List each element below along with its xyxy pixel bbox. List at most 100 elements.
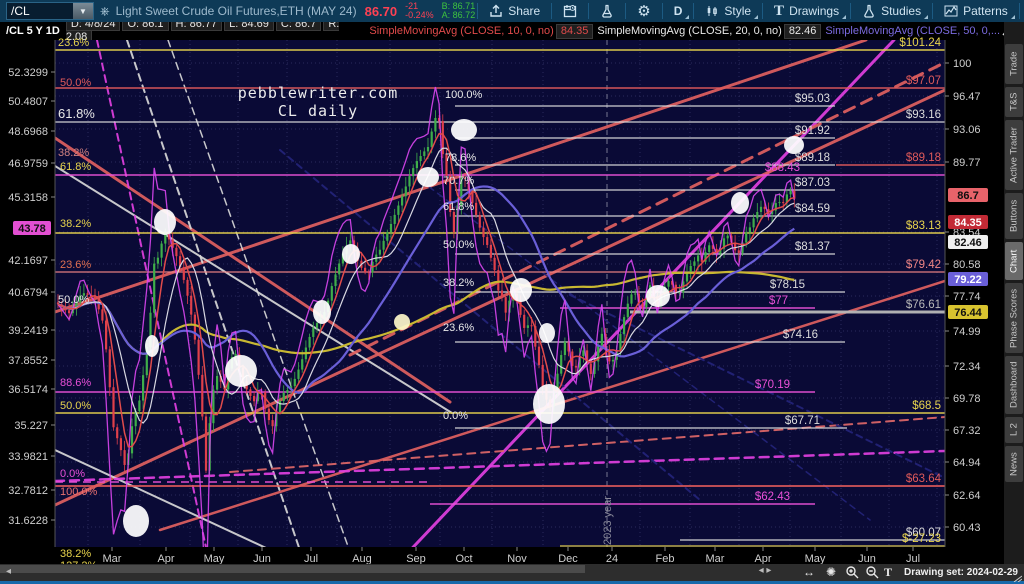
fib-label: 0.0% bbox=[60, 468, 85, 480]
price-level-label: $79.42 bbox=[906, 259, 941, 271]
timeframe-button[interactable]: D bbox=[665, 0, 692, 22]
fib-label: 61.8% bbox=[58, 106, 95, 121]
patterns-button[interactable]: Patterns bbox=[935, 0, 1017, 22]
text-tool-icon[interactable]: T bbox=[883, 565, 892, 579]
price-level-label: $68.5 bbox=[912, 400, 941, 412]
highlight-ellipse bbox=[313, 300, 331, 324]
link-chain-icon[interactable]: ⎈ bbox=[100, 3, 110, 18]
tab-t-s[interactable]: T&S bbox=[1005, 87, 1023, 117]
left-axis-tick: 33.9821 bbox=[8, 451, 48, 463]
fib-label: 38.2% bbox=[58, 147, 89, 159]
resize-grip-icon[interactable] bbox=[1012, 574, 1022, 582]
price-level-label: $76.61 bbox=[906, 299, 941, 311]
trendline bbox=[126, 40, 300, 547]
zoom-out-icon[interactable] bbox=[864, 565, 880, 579]
left-axis-tick: 52.3299 bbox=[8, 67, 48, 79]
study-value: 82.46 bbox=[783, 23, 822, 39]
chart-header-row: /CL 5 Y 1D D: 4/8/24 O: 86.1 H: 86.77 L: 84… bbox=[0, 22, 1024, 40]
fib-label: 61.8% bbox=[443, 201, 474, 213]
fib-label: 50.0% bbox=[58, 294, 89, 306]
drawing-set-label[interactable]: Drawing set: 2024-02-29 bbox=[904, 567, 1018, 578]
tab-trade[interactable]: Trade bbox=[1005, 44, 1023, 84]
symbol-dropdown-icon[interactable]: ▼ bbox=[73, 3, 93, 19]
fib-label: 38.2% bbox=[60, 548, 91, 560]
drawings-button[interactable]: T Drawings bbox=[765, 0, 848, 22]
left-axis-tick: 50.4807 bbox=[8, 96, 48, 108]
month-label: 24 bbox=[606, 553, 618, 565]
fib-label: 23.6% bbox=[58, 37, 89, 49]
price-level-label: $101.24 bbox=[899, 37, 941, 49]
window-bottom-border bbox=[0, 581, 1024, 584]
fit-width-icon[interactable]: ↔ bbox=[803, 565, 815, 579]
tab-buttons[interactable]: Buttons bbox=[1005, 193, 1023, 239]
studies-button[interactable]: Studies bbox=[853, 0, 930, 22]
month-label: Nov bbox=[507, 553, 527, 565]
tab-l-2[interactable]: L 2 bbox=[1005, 417, 1023, 443]
right-axis-tick: 72.34 bbox=[953, 361, 981, 373]
fib-label: 38.2% bbox=[60, 218, 91, 230]
tab-dashboard[interactable]: Dashboard bbox=[1005, 356, 1023, 414]
month-label: Apr bbox=[157, 553, 174, 565]
right-axis-tick: 74.99 bbox=[953, 326, 981, 338]
trendline bbox=[229, 416, 945, 473]
price-level-label: $77 bbox=[769, 295, 788, 307]
price-level-label: $83.13 bbox=[906, 220, 941, 232]
calendar-events-button[interactable] bbox=[554, 0, 586, 22]
price-level-label: $89.18 bbox=[795, 152, 830, 164]
style-button[interactable]: Style bbox=[696, 0, 760, 22]
right-axis-tick: 80.58 bbox=[953, 259, 981, 271]
ohlc-chip: C: 86.7 bbox=[275, 22, 322, 31]
fib-label: 50.0% bbox=[443, 239, 474, 251]
auto-scale-icon[interactable]: ✺ bbox=[825, 565, 837, 579]
ma-10 bbox=[57, 132, 795, 448]
pan-arrows-icon[interactable]: ◂ ▸ bbox=[758, 565, 772, 576]
left-axis-tick: 39.2419 bbox=[8, 325, 48, 337]
tab-active-trader[interactable]: Active Trader bbox=[1005, 120, 1023, 190]
price-level-label: $78.15 bbox=[770, 279, 805, 291]
svg-text:86.7: 86.7 bbox=[957, 190, 978, 202]
chart-scrollbar[interactable] bbox=[0, 565, 585, 573]
trendline bbox=[348, 60, 945, 357]
tab-chart[interactable]: Chart bbox=[1005, 242, 1023, 280]
month-label: Aug bbox=[352, 553, 372, 565]
ohlc-fields: D: 4/8/24 O: 86.1 H: 86.77 L: 84.69 C: 86.7 R… bbox=[65, 22, 368, 40]
left-axis-tick: 48.6968 bbox=[8, 126, 48, 138]
highlight-ellipse bbox=[417, 167, 439, 187]
tab-news[interactable]: News bbox=[1005, 446, 1023, 482]
left-axis-tick: 40.6794 bbox=[8, 287, 48, 299]
month-label: Mar bbox=[706, 553, 725, 565]
month-label: Jun bbox=[858, 553, 876, 565]
analysis-flask-button[interactable] bbox=[591, 0, 623, 22]
scroll-left-icon[interactable]: ◂ bbox=[6, 566, 12, 577]
trendline bbox=[55, 165, 453, 414]
highlight-ellipse bbox=[154, 209, 176, 235]
price-level-label: $93.16 bbox=[906, 109, 941, 121]
highlight-ellipse bbox=[784, 136, 804, 154]
zoom-in-icon[interactable] bbox=[844, 565, 860, 579]
fib-label: 0.0% bbox=[443, 410, 468, 422]
share-button[interactable]: Share bbox=[480, 0, 549, 22]
month-label: May bbox=[204, 553, 225, 565]
right-axis-tick: 96.47 bbox=[953, 91, 981, 103]
fib-label: 88.6% bbox=[60, 377, 91, 389]
symbol-input[interactable] bbox=[7, 4, 73, 18]
month-label: Jul bbox=[304, 553, 318, 565]
symbol-box[interactable]: ▼ bbox=[6, 2, 94, 20]
bid-ask-stack: B: 86.71 A: 86.72 bbox=[441, 1, 476, 20]
price-level-label: $67.71 bbox=[785, 415, 820, 427]
price-level-label: $84.59 bbox=[795, 203, 830, 215]
trendline bbox=[55, 88, 945, 507]
bottom-bar: ◂ ◂ ▸ ↔ ✺ T Drawing set: 2024-02-29 bbox=[0, 564, 1024, 581]
left-axis-tick: 42.1697 bbox=[8, 255, 48, 267]
study-labels: SimpleMovingAvg (CLOSE, 10, 0, no) 84.35 S… bbox=[367, 23, 1002, 39]
month-label: Oct bbox=[455, 553, 472, 565]
highlight-ellipse bbox=[451, 119, 477, 141]
overlay-line bbox=[57, 86, 795, 547]
settings-gear-button[interactable]: ⚙ bbox=[637, 3, 651, 20]
drawings-t-icon: T bbox=[774, 2, 785, 19]
tab-phase-scores[interactable]: Phase Scores bbox=[1005, 283, 1023, 353]
right-axis-tick: 93.06 bbox=[953, 124, 981, 136]
fib-label: 23.6% bbox=[60, 259, 91, 271]
month-label: Dec bbox=[558, 553, 578, 565]
